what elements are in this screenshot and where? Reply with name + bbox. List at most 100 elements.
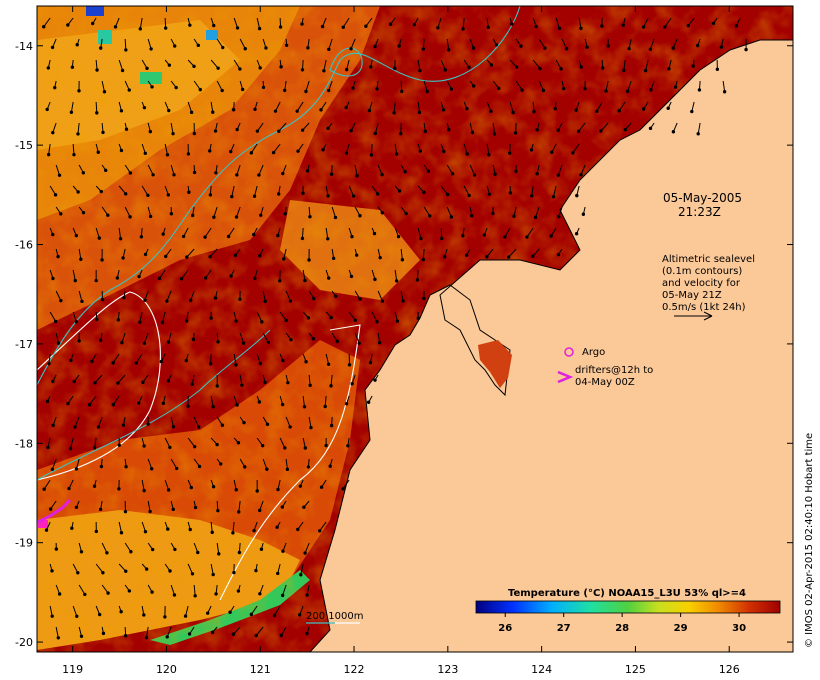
velocity-arrow — [342, 479, 350, 490]
velocity-arrow-head — [241, 341, 246, 345]
velocity-arrow-head — [305, 593, 309, 597]
velocity-arrow-head — [189, 110, 194, 115]
velocity-arrow-head — [57, 592, 62, 596]
velocity-arrow-head — [258, 66, 262, 70]
velocity-arrow — [55, 164, 60, 176]
velocity-arrow-head — [51, 423, 55, 428]
velocity-arrow — [147, 458, 153, 469]
velocity-arrow-head — [76, 571, 80, 575]
velocity-arrow-head — [283, 446, 287, 450]
velocity-arrow — [141, 521, 146, 532]
velocity-arrow-head — [369, 65, 373, 69]
velocity-arrow-head — [442, 149, 446, 154]
velocity-arrow-head — [79, 550, 84, 554]
velocity-arrow-head — [216, 508, 220, 513]
velocity-arrow-head — [191, 337, 196, 342]
velocity-arrow — [187, 563, 193, 574]
velocity-arrow-head — [92, 484, 97, 488]
velocity-arrow-head — [715, 67, 720, 72]
velocity-arrow-head — [571, 151, 575, 155]
velocity-arrow-head — [514, 65, 519, 69]
velocity-arrow — [370, 143, 373, 155]
velocity-arrow-head — [298, 484, 303, 488]
velocity-arrow-head — [296, 149, 300, 153]
velocity-arrow-head — [625, 89, 630, 94]
velocity-arrow — [348, 311, 356, 321]
velocity-arrow-head — [564, 47, 569, 51]
velocity-arrow — [328, 38, 333, 50]
velocity-arrow — [209, 248, 218, 258]
velocity-arrow-head — [470, 214, 474, 218]
lat-tick-label: -20 — [15, 636, 33, 649]
velocity-arrow-head — [212, 23, 216, 28]
velocity-arrow-head — [124, 465, 128, 469]
velocity-arrow-head — [349, 274, 354, 279]
velocity-arrow — [233, 59, 241, 70]
velocity-arrow-head — [115, 276, 120, 280]
velocity-arrow — [279, 311, 287, 321]
velocity-arrow — [374, 122, 379, 134]
velocity-arrow-head — [99, 189, 103, 194]
velocity-arrow-head — [461, 27, 465, 31]
velocity-arrow-head — [59, 298, 63, 303]
velocity-arrow-head — [259, 547, 264, 551]
velocity-arrow-head — [145, 66, 149, 71]
velocity-arrow-head — [559, 67, 563, 71]
velocity-arrow-head — [318, 529, 322, 533]
velocity-arrow — [664, 17, 672, 28]
velocity-arrow-head — [297, 613, 302, 617]
velocity-arrow-head — [426, 169, 431, 173]
velocity-arrow — [43, 17, 51, 27]
velocity-arrow-head — [399, 131, 403, 136]
velocity-arrow-head — [533, 215, 538, 220]
velocity-arrow-head — [301, 191, 305, 195]
velocity-arrow-head — [422, 296, 426, 301]
velocity-arrow-head — [300, 128, 305, 132]
velocity-arrow-head — [174, 85, 178, 90]
velocity-arrow-head — [119, 148, 124, 153]
velocity-arrow-head — [307, 258, 311, 262]
velocity-arrow-head — [70, 65, 75, 69]
velocity-arrow-head — [236, 589, 241, 593]
velocity-arrow — [463, 185, 470, 196]
velocity-arrow-head — [79, 634, 84, 638]
contour-1000m — [37, 291, 161, 481]
velocity-arrow-head — [394, 152, 399, 156]
velocity-arrow-head — [74, 505, 79, 509]
velocity-arrow-head — [42, 24, 46, 29]
velocity-arrow — [423, 206, 431, 217]
velocity-arrow-head — [235, 403, 239, 407]
velocity-arrow-head — [415, 278, 420, 282]
velocity-arrow-head — [627, 46, 631, 51]
velocity-arrow-head — [324, 443, 328, 448]
velocity-arrow-head — [556, 252, 561, 257]
velocity-arrow-head — [238, 297, 242, 301]
velocity-arrow-head — [604, 89, 608, 93]
drifter-label-line2: 04-May 00Z — [575, 377, 635, 388]
velocity-arrow-head — [150, 85, 154, 89]
velocity-arrow — [300, 563, 304, 575]
velocity-arrow — [95, 101, 98, 113]
velocity-arrow-head — [576, 129, 581, 134]
velocity-arrow — [239, 38, 246, 49]
velocity-arrow-head — [470, 130, 475, 135]
velocity-arrow-head — [232, 570, 236, 575]
velocity-arrow-head — [562, 86, 566, 91]
velocity-arrow-head — [265, 467, 269, 471]
velocity-arrow-head — [328, 464, 332, 468]
velocity-arrow — [124, 206, 131, 218]
velocity-arrow — [147, 500, 151, 512]
velocity-arrow-head — [94, 278, 98, 283]
velocity-arrow-head — [146, 193, 150, 198]
velocity-arrow-head — [161, 232, 165, 236]
velocity-arrow — [70, 101, 74, 113]
velocity-arrow-head — [257, 400, 262, 404]
velocity-arrow-head — [276, 233, 280, 238]
velocity-arrow-head — [425, 89, 429, 94]
velocity-arrow-head — [188, 527, 192, 532]
velocity-arrow-head — [151, 173, 155, 177]
velocity-arrow-head — [102, 90, 107, 94]
velocity-arrow — [649, 38, 655, 50]
velocity-arrow-head — [467, 65, 471, 69]
velocity-arrow-head — [358, 297, 362, 301]
